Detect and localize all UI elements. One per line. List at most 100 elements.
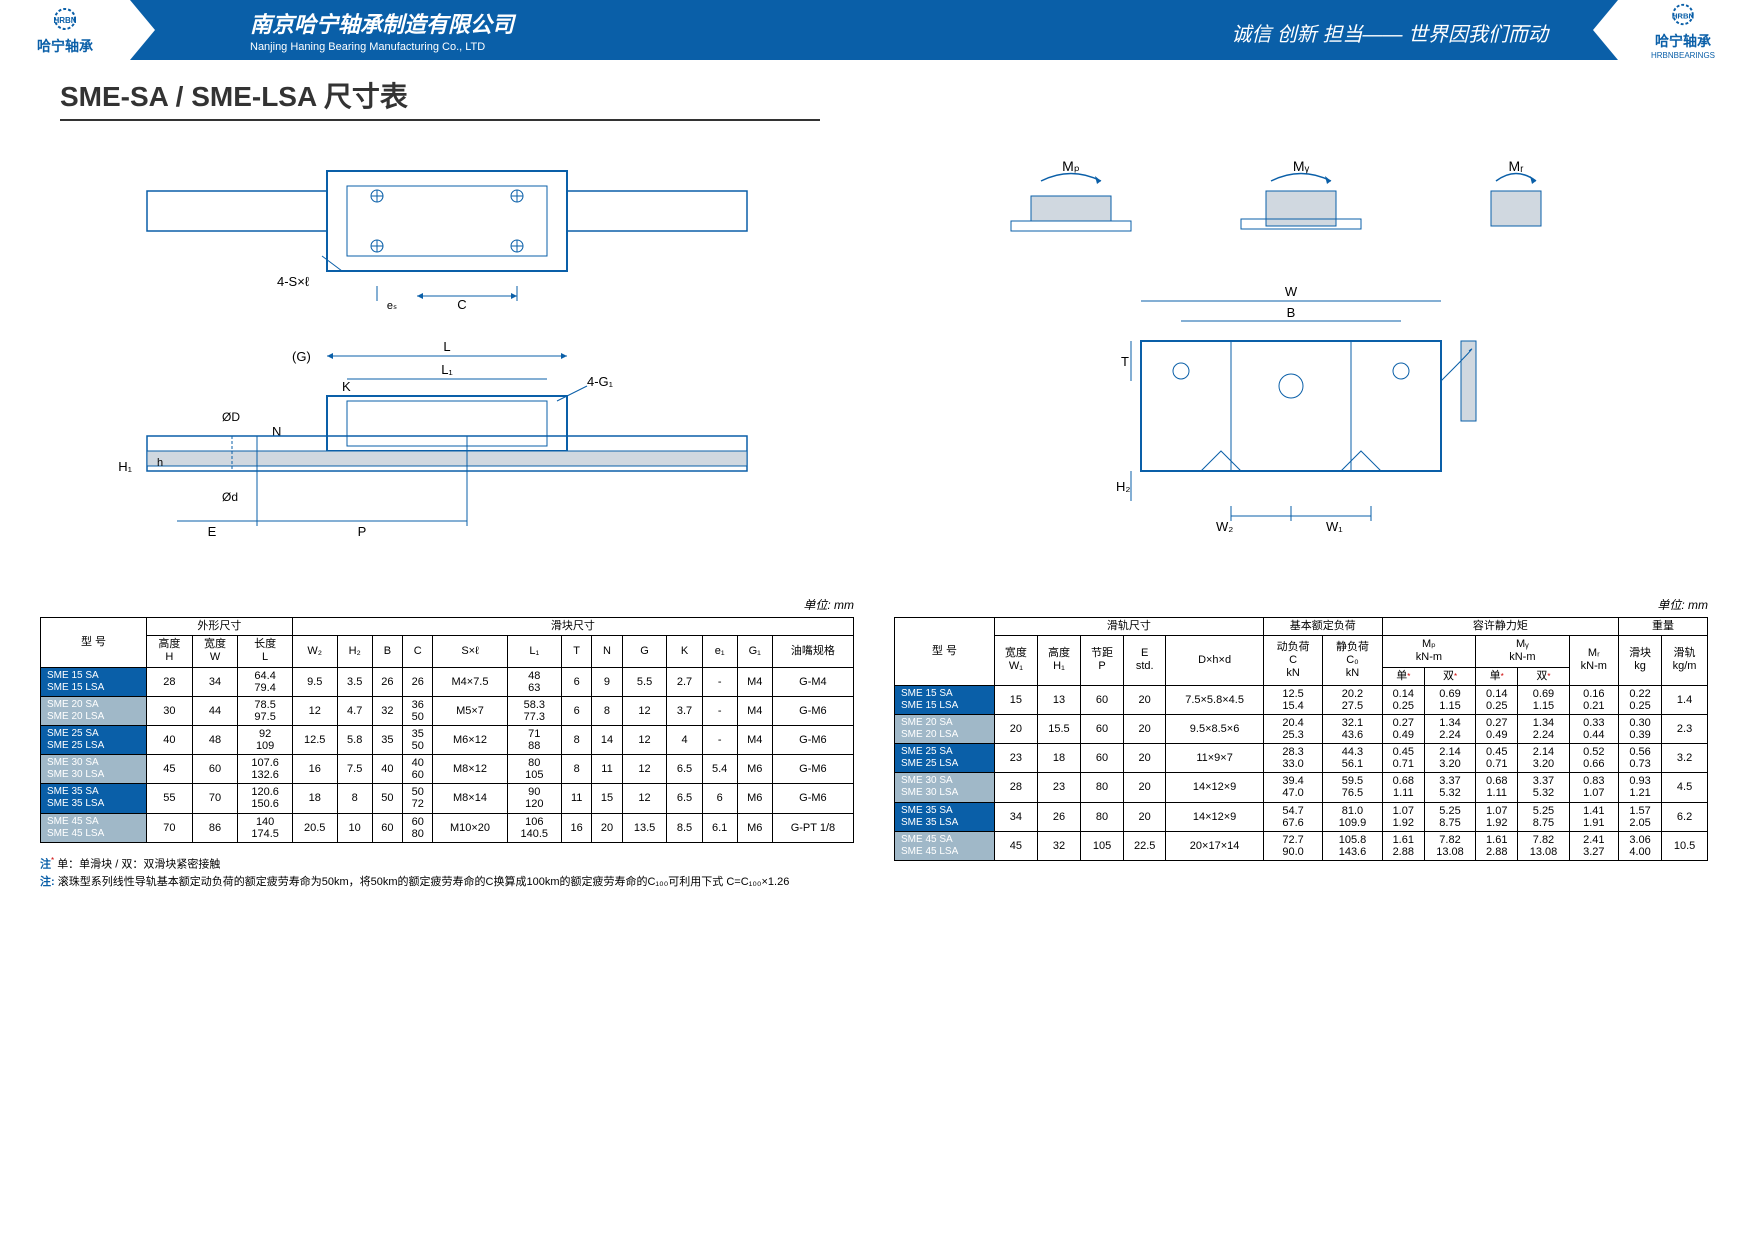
data-cell: M10×20 [433, 813, 507, 842]
page-title: SME-SA / SME-LSA 尺寸表 [60, 75, 820, 121]
th-weight: 重量 [1619, 618, 1708, 636]
unit-label-left: 单位: mm [40, 596, 854, 613]
svg-text:4-G₁: 4-G₁ [587, 374, 614, 389]
data-cell: 35 [372, 725, 402, 754]
data-cell: 34 [994, 802, 1037, 831]
data-cell: M5×7 [433, 696, 507, 725]
technical-drawing-right: Mₚ Mᵧ Mᵣ W [894, 141, 1708, 581]
data-cell: 26 [403, 667, 433, 696]
data-cell: 8 [337, 784, 372, 813]
company-name-cn: 南京哈宁轴承制造有限公司 [250, 7, 514, 39]
data-cell: 20.425.3 [1263, 714, 1322, 743]
th-col: K [667, 636, 702, 667]
svg-text:Mᵣ: Mᵣ [1508, 158, 1524, 174]
data-cell: 30 [147, 696, 193, 725]
data-cell: 6 [562, 696, 592, 725]
data-cell: M6 [737, 784, 772, 813]
th-col: 宽度W [192, 636, 238, 667]
table-row: SME 35 SASME 35 LSA3426802014×12×954.767… [895, 802, 1708, 831]
data-cell: 20 [592, 813, 622, 842]
data-cell: 14×12×9 [1166, 802, 1264, 831]
table-row: SME 30 SASME 30 LSA4560107.6132.6167.540… [41, 755, 854, 784]
model-cell: SME 35 SASME 35 LSA [895, 802, 995, 831]
left-diagram: 4-S×ℓ C eₛ (G) L K L₁ 4-G₁ N H₁ [40, 141, 854, 581]
data-cell: 2.7 [667, 667, 702, 696]
data-cell: 1.071.92 [1382, 802, 1424, 831]
data-cell: 9.5 [292, 667, 337, 696]
data-cell: 0.691.15 [1518, 685, 1569, 714]
data-cell: 3.5 [337, 667, 372, 696]
svg-text:HRBN: HRBN [53, 16, 76, 25]
data-cell: 0.450.71 [1476, 744, 1518, 773]
model-cell: SME 25 SASME 25 LSA [895, 744, 995, 773]
note2-text: 滚珠型系列线性导轨基本额定动负荷的额定疲劳寿命为50km，将50km的额定疲劳寿… [58, 876, 790, 888]
data-cell: 1.342.24 [1518, 714, 1569, 743]
data-cell: 32.143.6 [1323, 714, 1382, 743]
th-col: 高度H [147, 636, 193, 667]
data-cell: 1.612.88 [1382, 831, 1424, 860]
th-col-r: 宽度W₁ [994, 636, 1037, 686]
data-cell: 9.5×8.5×6 [1166, 714, 1264, 743]
data-cell: G-PT 1/8 [772, 813, 853, 842]
data-cell: 3.064.00 [1619, 831, 1662, 860]
data-cell: 0.560.73 [1619, 744, 1662, 773]
data-cell: 9 [592, 667, 622, 696]
svg-text:E: E [208, 524, 217, 539]
company-name-en: Nanjing Haning Bearing Manufacturing Co.… [250, 41, 514, 53]
data-cell: 26 [1037, 802, 1080, 831]
data-cell: 0.300.39 [1619, 714, 1662, 743]
data-cell: 86 [192, 813, 238, 842]
data-cell: 80105 [507, 755, 561, 784]
data-cell: 12 [292, 696, 337, 725]
data-cell: M4 [737, 725, 772, 754]
data-cell: 5.5 [622, 667, 667, 696]
data-cell: 40 [372, 755, 402, 784]
th-outer: 外形尺寸 [147, 618, 293, 636]
data-cell: - [702, 667, 737, 696]
table-row: SME 20 SASME 20 LSA2015.560209.5×8.5×620… [895, 714, 1708, 743]
svg-text:(G): (G) [292, 349, 311, 364]
model-cell: SME 45 SASME 45 LSA [41, 813, 147, 842]
table-row: SME 35 SASME 35 LSA5570120.6150.61885050… [41, 784, 854, 813]
th-sub: 双* [1518, 667, 1569, 685]
data-cell: 23 [994, 744, 1037, 773]
data-cell: 5.4 [702, 755, 737, 784]
logo-text-cn-r: 哈宁轴承 [1655, 31, 1711, 51]
data-cell: 81.0109.9 [1323, 802, 1382, 831]
data-cell: 50 [372, 784, 402, 813]
data-cell: 80 [1081, 802, 1124, 831]
data-cell: 0.140.25 [1382, 685, 1424, 714]
data-cell: 3.7 [667, 696, 702, 725]
svg-text:Ød: Ød [222, 490, 238, 504]
th-col: T [562, 636, 592, 667]
data-cell: 1.071.92 [1476, 802, 1518, 831]
data-cell: 15 [994, 685, 1037, 714]
data-cell: 4863 [507, 667, 561, 696]
data-cell: 8.5 [667, 813, 702, 842]
data-cell: 60 [372, 813, 402, 842]
data-cell: 72.790.0 [1263, 831, 1322, 860]
right-diagram: Mₚ Mᵧ Mᵣ W [894, 141, 1708, 581]
note1-sup: * [51, 856, 54, 865]
data-cell: 64.479.4 [238, 667, 292, 696]
left-dimension-table: 型 号 外形尺寸 滑块尺寸 高度H宽度W长度LW₂H₂BCS×ℓL₁TNGKe₁… [40, 617, 854, 843]
data-cell: 55 [147, 784, 193, 813]
data-cell: 23 [1037, 773, 1080, 802]
right-column: Mₚ Mᵧ Mᵣ W [894, 141, 1708, 892]
data-cell: 4.5 [1662, 773, 1708, 802]
logo-right: HRBN 哈宁轴承 HRBNBEARINGS [1618, 0, 1748, 60]
data-cell: 44 [192, 696, 238, 725]
data-cell: 0.330.44 [1569, 714, 1618, 743]
data-cell: 3.375.32 [1424, 773, 1475, 802]
data-cell: M6 [737, 813, 772, 842]
model-cell: SME 20 SASME 20 LSA [895, 714, 995, 743]
data-cell: 18 [1037, 744, 1080, 773]
data-cell: 8 [562, 755, 592, 784]
svg-text:eₛ: eₛ [387, 300, 397, 312]
data-cell: 5072 [403, 784, 433, 813]
th-sub: 单* [1476, 667, 1518, 685]
svg-text:h: h [157, 457, 163, 469]
th-col-r: MᵧkN-m [1476, 636, 1569, 667]
data-cell: 78.597.5 [238, 696, 292, 725]
data-cell: M8×14 [433, 784, 507, 813]
